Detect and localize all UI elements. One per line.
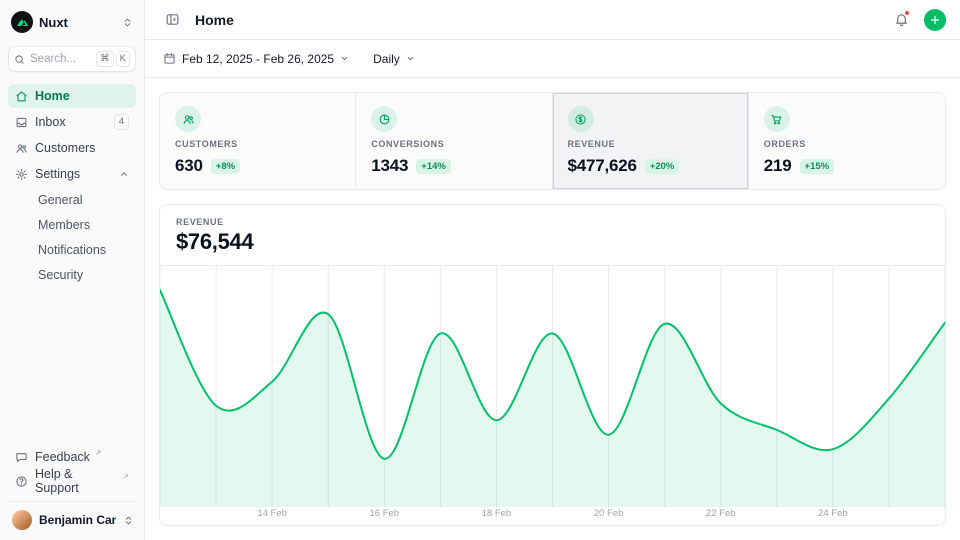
chart-pie-icon	[371, 106, 398, 132]
calendar-icon	[163, 52, 176, 65]
x-tick-label: 20 Feb	[593, 508, 624, 519]
sidebar-item-label: Inbox	[35, 115, 66, 129]
stat-value: 1343	[371, 156, 409, 175]
chart-metric-label: REVENUE	[176, 217, 224, 227]
inbox-icon	[15, 116, 28, 129]
chart-metric-value: $76,544	[176, 229, 254, 254]
sidebar-item-customers[interactable]: Customers	[8, 136, 136, 160]
stat-delta-badge: +8%	[210, 158, 241, 174]
footer-link-label: Feedback	[35, 450, 90, 464]
kbd-k: K	[115, 51, 130, 67]
stat-card-revenue[interactable]: REVENUE $477,626 +20%	[552, 93, 749, 189]
feedback-link[interactable]: Feedback ↗	[8, 445, 136, 469]
users-icon	[175, 106, 201, 132]
sidebar-subitem-members[interactable]: Members	[38, 217, 91, 232]
panel-left-icon	[165, 12, 180, 27]
add-button[interactable]	[924, 8, 946, 31]
search-input[interactable]: Search... ⌘ K	[8, 46, 136, 72]
plus-icon	[929, 14, 941, 26]
search-icon	[14, 54, 25, 65]
inbox-count-badge: 4	[113, 114, 129, 130]
chevron-up-down-icon	[123, 515, 134, 526]
revenue-chart-card: REVENUE $76,544 14 Feb 16 Feb 18 Feb 20 Feb…	[159, 204, 946, 526]
stat-value: $477,626	[567, 156, 638, 175]
sidebar-item-settings[interactable]: Settings	[8, 162, 136, 186]
period-label: Daily	[373, 51, 400, 66]
stat-delta-badge: +20%	[644, 158, 680, 174]
x-tick-label: 16 Feb	[369, 508, 400, 519]
stat-value: 630	[175, 156, 203, 175]
x-tick-label: 22 Feb	[705, 508, 736, 519]
chevron-up-icon	[119, 169, 129, 179]
date-range-button[interactable]: Feb 12, 2025 - Feb 26, 2025	[157, 48, 355, 70]
external-link-icon: ↗	[122, 472, 129, 481]
question-circle-icon	[15, 475, 28, 488]
chevron-down-icon	[406, 54, 415, 63]
dashboard-content: CUSTOMERS 630 +8% CONVERSIONS 1343 +14%	[145, 78, 960, 540]
area-chart-svg[interactable]	[160, 266, 945, 507]
home-icon	[15, 90, 28, 103]
stat-card-conversions[interactable]: CONVERSIONS 1343 +14%	[356, 93, 553, 189]
avatar	[12, 510, 32, 530]
footer-link-label: Help & Support	[35, 467, 79, 495]
notification-dot	[904, 9, 910, 16]
cart-icon	[763, 106, 790, 132]
sidebar-item-label: Settings	[35, 167, 81, 181]
stat-card-orders[interactable]: ORDERS 219 +15%	[749, 93, 945, 189]
sidebar-item-label: Customers	[35, 141, 96, 155]
x-axis-labels: 14 Feb 16 Feb 18 Feb 20 Feb 22 Feb 24 Feb	[160, 508, 945, 521]
filters-toolbar: Feb 12, 2025 - Feb 26, 2025 Daily	[145, 40, 960, 78]
user-name: Benjamin Canac	[39, 513, 116, 527]
sidebar-spacer	[8, 286, 136, 445]
nuxt-logo-icon	[11, 11, 33, 33]
gear-icon	[15, 168, 28, 181]
date-range-label: Feb 12, 2025 - Feb 26, 2025	[182, 51, 335, 66]
sidebar-nav: Home Inbox 4 Customers Settings	[8, 84, 136, 286]
stat-label: REVENUE	[567, 139, 616, 149]
stat-card-customers[interactable]: CUSTOMERS 630 +8%	[160, 93, 357, 189]
team-switcher[interactable]: Nuxt	[8, 8, 136, 36]
sidebar-item-label: Home	[35, 89, 70, 103]
sidebar-subitem-general[interactable]: General	[38, 192, 83, 207]
kbd-meta: ⌘	[96, 51, 114, 67]
sidebar-toggle-button[interactable]	[159, 7, 185, 33]
team-name: Nuxt	[39, 14, 68, 30]
search-shortcut: ⌘ K	[96, 51, 130, 67]
chat-bubble-icon	[15, 451, 28, 464]
stat-value: 219	[763, 156, 792, 175]
stat-label: CONVERSIONS	[371, 139, 445, 149]
stats-row: CUSTOMERS 630 +8% CONVERSIONS 1343 +14%	[159, 92, 946, 190]
topbar: Home	[145, 0, 960, 40]
stat-delta-badge: +15%	[799, 158, 835, 174]
notifications-button[interactable]	[888, 7, 914, 33]
sidebar-subitem-security[interactable]: Security	[38, 267, 84, 282]
x-tick-label: 18 Feb	[481, 508, 512, 519]
stat-label: CUSTOMERS	[175, 139, 238, 149]
stat-label: ORDERS	[763, 139, 806, 149]
help-support-link[interactable]: Help & Support ↗	[8, 467, 136, 495]
user-menu[interactable]: Benjamin Canac	[8, 501, 136, 532]
sidebar: Nuxt Search... ⌘ K Home	[0, 0, 145, 540]
chevron-up-down-icon	[122, 17, 133, 28]
revenue-chart[interactable]: 14 Feb 16 Feb 18 Feb 20 Feb 22 Feb 24 Feb	[160, 266, 945, 525]
external-link-icon: ↗	[94, 448, 102, 457]
sidebar-item-inbox[interactable]: Inbox 4	[8, 110, 136, 134]
sidebar-item-home[interactable]: Home	[8, 84, 136, 108]
chart-header: REVENUE $76,544	[160, 205, 945, 266]
dollar-circle-icon	[567, 106, 594, 132]
users-icon	[15, 142, 28, 155]
chevron-down-icon	[340, 54, 349, 63]
page-title: Home	[195, 11, 234, 28]
main-area: Home Fe	[145, 0, 960, 540]
x-tick-label: 24 Feb	[818, 508, 848, 519]
x-tick-label: 14 Feb	[257, 508, 287, 519]
search-placeholder: Search...	[30, 53, 77, 65]
bell-icon	[894, 12, 909, 27]
sidebar-subitem-notifications[interactable]: Notifications	[38, 242, 107, 257]
stat-delta-badge: +14%	[416, 158, 451, 174]
period-select[interactable]: Daily	[367, 48, 421, 70]
